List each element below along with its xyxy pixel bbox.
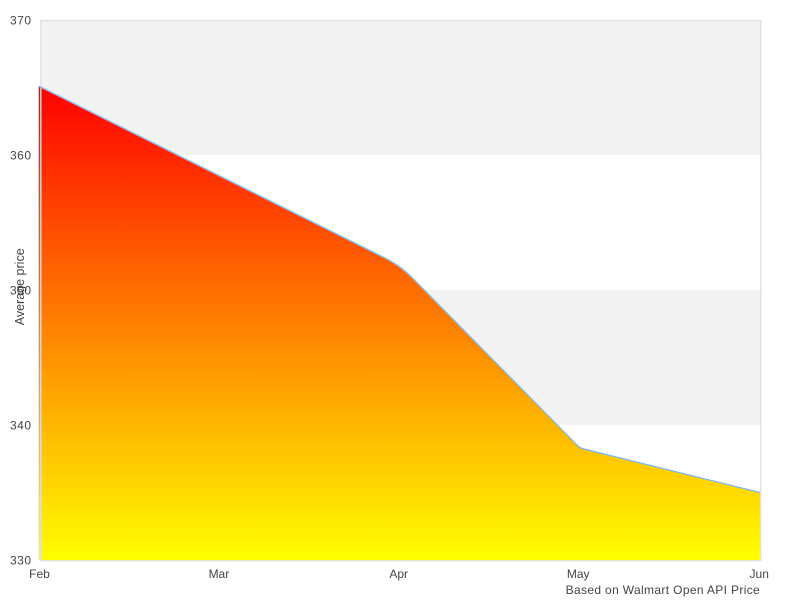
svg-text:Based on Walmart Open API Pric: Based on Walmart Open API Price xyxy=(566,583,761,597)
svg-text:350: 350 xyxy=(10,283,32,297)
svg-text:340: 340 xyxy=(10,418,32,432)
svg-text:Feb: Feb xyxy=(29,567,50,581)
svg-text:360: 360 xyxy=(10,148,32,162)
svg-text:Jun: Jun xyxy=(750,567,769,581)
svg-text:Average price: Average price xyxy=(13,248,27,325)
svg-text:330: 330 xyxy=(10,553,32,567)
svg-text:370: 370 xyxy=(10,13,32,27)
svg-text:Apr: Apr xyxy=(389,567,408,581)
svg-text:May: May xyxy=(567,567,590,581)
svg-text:Mar: Mar xyxy=(209,567,230,581)
